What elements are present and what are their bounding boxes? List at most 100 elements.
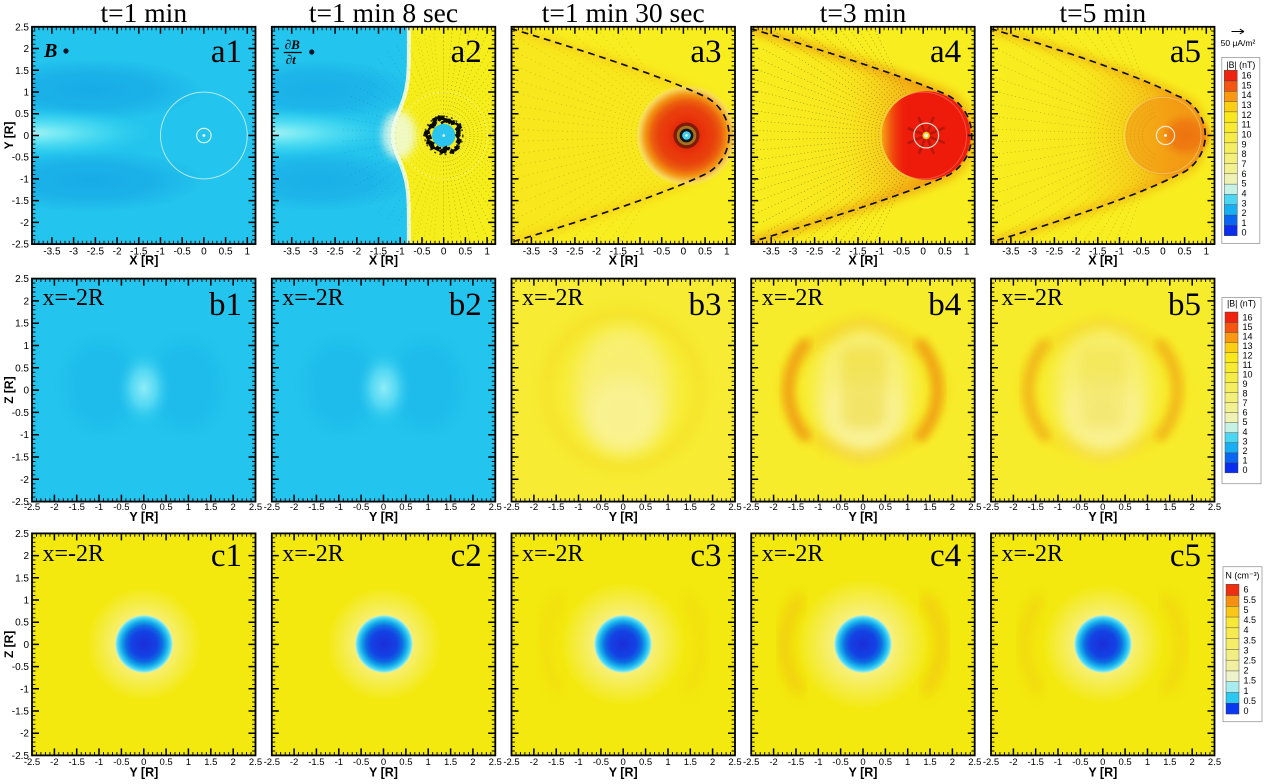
svg-text:x=-2R: x=-2R xyxy=(522,541,584,567)
svg-text:2: 2 xyxy=(23,44,29,55)
svg-text:50 μA/m²: 50 μA/m² xyxy=(1221,38,1256,48)
svg-text:-1: -1 xyxy=(814,757,822,768)
svg-text:0.5: 0.5 xyxy=(1118,502,1131,513)
svg-text:-0.5: -0.5 xyxy=(593,757,609,768)
svg-text:0.5: 0.5 xyxy=(879,502,892,513)
svg-text:0.5: 0.5 xyxy=(399,757,412,768)
svg-text:c1: c1 xyxy=(211,538,242,574)
svg-text:X [R]: X [R] xyxy=(1088,254,1117,268)
svg-text:0.5: 0.5 xyxy=(15,363,29,374)
svg-text:2.5: 2.5 xyxy=(15,22,29,33)
svg-text:-3: -3 xyxy=(788,247,797,258)
svg-text:0: 0 xyxy=(141,502,146,513)
svg-text:2: 2 xyxy=(470,757,475,768)
svg-text:1: 1 xyxy=(23,596,29,607)
svg-text:0: 0 xyxy=(621,757,626,768)
svg-text:1.5: 1.5 xyxy=(923,757,936,768)
svg-text:0.5: 0.5 xyxy=(1178,247,1192,258)
svg-text:2: 2 xyxy=(231,757,236,768)
svg-text:1.5: 1.5 xyxy=(444,757,457,768)
svg-text:c4: c4 xyxy=(930,538,961,574)
svg-text:13: 13 xyxy=(1242,100,1252,110)
svg-text:Y [R]: Y [R] xyxy=(1088,766,1117,780)
svg-text:-0.5: -0.5 xyxy=(1133,247,1151,258)
svg-text:-1.5: -1.5 xyxy=(12,707,30,718)
svg-text:B: B xyxy=(43,40,57,62)
svg-text:16: 16 xyxy=(1242,71,1252,81)
svg-text:-2: -2 xyxy=(290,502,298,513)
svg-text:-0.5: -0.5 xyxy=(1072,502,1088,513)
svg-text:-1: -1 xyxy=(20,174,29,185)
svg-text:0: 0 xyxy=(1244,706,1249,716)
svg-text:-1: -1 xyxy=(20,684,29,695)
svg-text:x=-2R: x=-2R xyxy=(1002,541,1064,567)
svg-text:-2.5: -2.5 xyxy=(503,757,519,768)
svg-text:2.5: 2.5 xyxy=(249,757,262,768)
svg-text:-3.5: -3.5 xyxy=(523,247,541,258)
svg-text:-1: -1 xyxy=(335,757,343,768)
svg-text:-3: -3 xyxy=(1028,247,1037,258)
svg-text:-2: -2 xyxy=(20,475,29,486)
svg-text:-1.5: -1.5 xyxy=(548,757,564,768)
svg-text:0.5: 0.5 xyxy=(15,109,29,120)
svg-text:8: 8 xyxy=(1243,389,1248,399)
svg-text:6: 6 xyxy=(1243,408,1248,418)
svg-text:-2.5: -2.5 xyxy=(743,502,759,513)
svg-text:-0.5: -0.5 xyxy=(353,502,369,513)
svg-text:0: 0 xyxy=(1243,465,1248,475)
svg-text:2.5: 2.5 xyxy=(1208,757,1221,768)
svg-text:12: 12 xyxy=(1242,110,1252,120)
svg-text:0.5: 0.5 xyxy=(399,502,412,513)
svg-text:-2.5: -2.5 xyxy=(326,247,344,258)
svg-text:10: 10 xyxy=(1243,370,1253,380)
svg-text:2: 2 xyxy=(1243,446,1248,456)
svg-text:0.5: 0.5 xyxy=(159,757,172,768)
svg-text:x=-2R: x=-2R xyxy=(522,285,584,311)
svg-text:-2: -2 xyxy=(20,218,29,229)
svg-text:1: 1 xyxy=(1145,757,1150,768)
svg-text:-1: -1 xyxy=(20,430,29,441)
svg-text:-2.5: -2.5 xyxy=(87,247,105,258)
svg-text:x=-2R: x=-2R xyxy=(43,541,105,567)
svg-text:-3.5: -3.5 xyxy=(43,247,61,258)
svg-text:1: 1 xyxy=(426,757,431,768)
svg-text:-1: -1 xyxy=(156,247,165,258)
svg-text:-1.5: -1.5 xyxy=(610,247,628,258)
svg-text:a4: a4 xyxy=(930,34,961,70)
svg-text:1: 1 xyxy=(1244,686,1249,696)
svg-text:4.5: 4.5 xyxy=(1244,615,1257,625)
svg-text:3.5: 3.5 xyxy=(1244,635,1257,645)
svg-text:∂t: ∂t xyxy=(286,52,296,67)
svg-text:Y [R]: Y [R] xyxy=(2,122,16,150)
svg-text:-1.5: -1.5 xyxy=(548,502,564,513)
svg-text:-1.5: -1.5 xyxy=(308,757,324,768)
svg-text:1: 1 xyxy=(1145,502,1150,513)
svg-text:0.5: 0.5 xyxy=(879,757,892,768)
svg-text:X [R]: X [R] xyxy=(129,254,158,268)
svg-text:9: 9 xyxy=(1243,379,1248,389)
svg-text:0: 0 xyxy=(23,640,29,651)
svg-text:0: 0 xyxy=(1100,502,1105,513)
svg-text:1: 1 xyxy=(484,247,490,258)
svg-text:0: 0 xyxy=(1100,757,1105,768)
svg-text:-1.5: -1.5 xyxy=(370,247,388,258)
svg-text:-0.5: -0.5 xyxy=(113,757,129,768)
svg-text:1.5: 1.5 xyxy=(1244,676,1257,686)
svg-text:|B| (nT): |B| (nT) xyxy=(1226,60,1255,70)
svg-text:Y [R]: Y [R] xyxy=(129,510,158,524)
svg-text:-2: -2 xyxy=(769,502,777,513)
svg-text:-2.5: -2.5 xyxy=(566,247,584,258)
svg-text:0.5: 0.5 xyxy=(458,247,472,258)
svg-text:2: 2 xyxy=(950,502,955,513)
svg-text:5.5: 5.5 xyxy=(1244,595,1257,605)
svg-text:-2: -2 xyxy=(352,247,361,258)
svg-text:2.5: 2.5 xyxy=(968,502,981,513)
svg-text:1.5: 1.5 xyxy=(204,757,217,768)
svg-text:0.5: 0.5 xyxy=(15,618,29,629)
svg-text:-0.5: -0.5 xyxy=(413,247,431,258)
svg-text:-0.5: -0.5 xyxy=(174,247,192,258)
svg-text:-1.5: -1.5 xyxy=(12,453,30,464)
svg-text:Y [R]: Y [R] xyxy=(849,766,878,780)
svg-text:1: 1 xyxy=(1204,247,1210,258)
svg-text:X [R]: X [R] xyxy=(369,254,398,268)
